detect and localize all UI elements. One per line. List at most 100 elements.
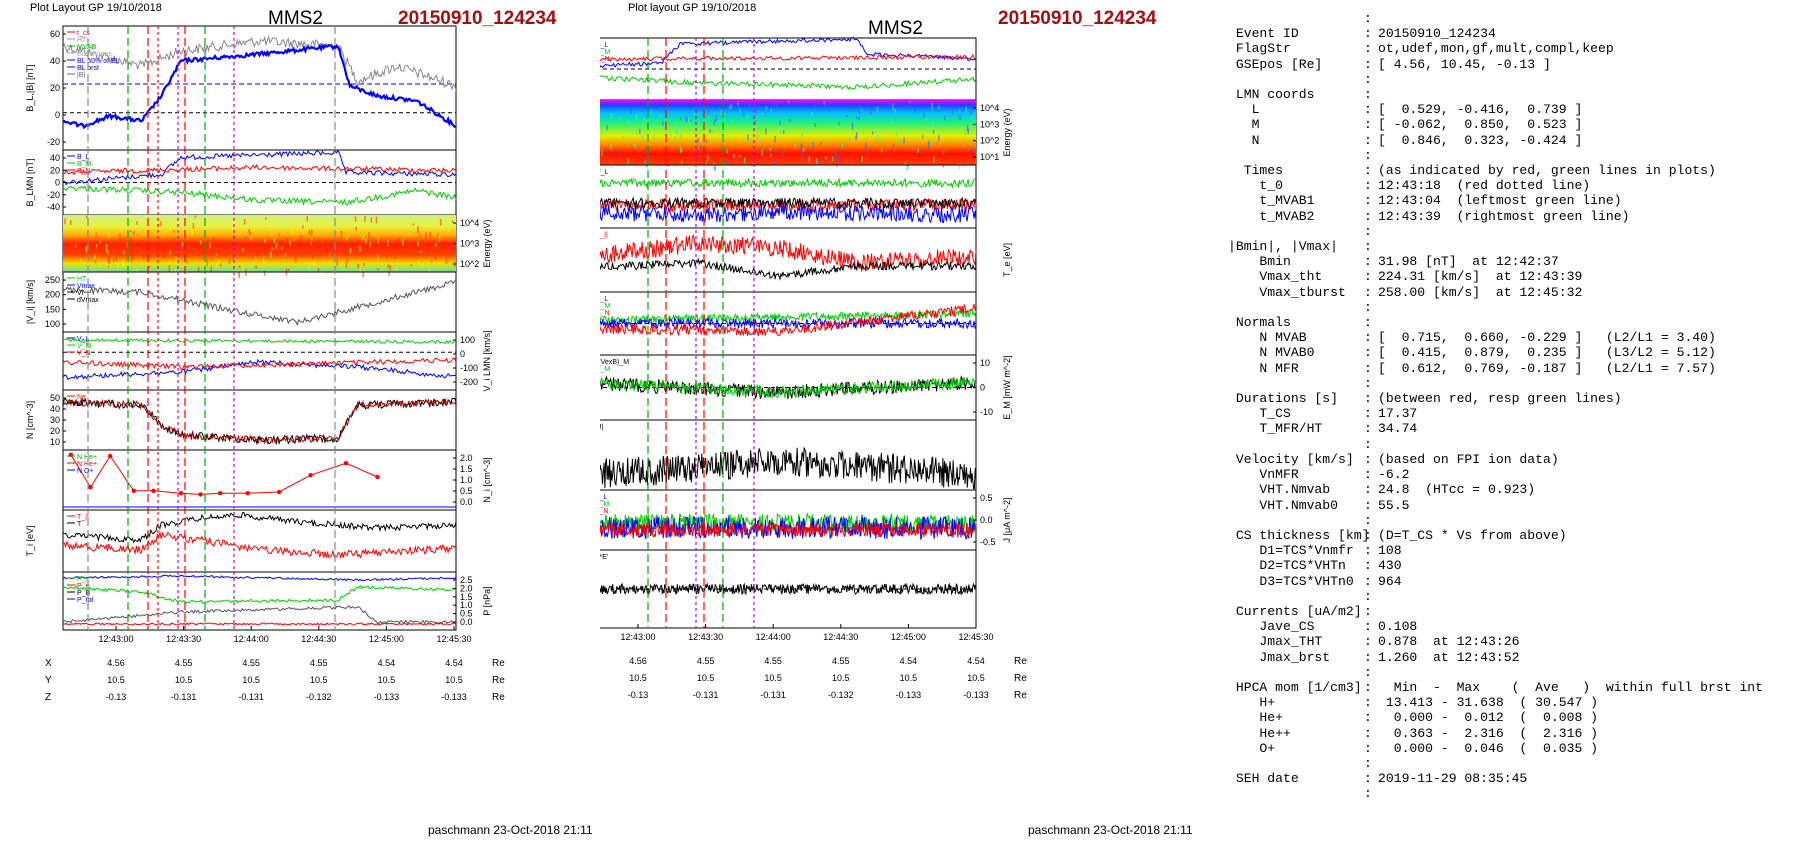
- spectrogram-speck: [123, 250, 125, 255]
- info-key: D3=TCS*VHTn0: [1228, 573, 1354, 589]
- info-key: |Bmin|, |Vmax|: [1228, 239, 1339, 255]
- spectrogram-speck: [876, 106, 879, 112]
- spectrogram-speck: [944, 115, 946, 121]
- spectrogram-speck: [387, 244, 389, 247]
- spectrogram-speck: [814, 104, 816, 109]
- spectrogram-speck: [172, 222, 174, 229]
- spectrogram-speck: [445, 258, 448, 265]
- spectrogram-speck: [891, 118, 893, 125]
- series-line: [62, 337, 457, 345]
- info-value: [ -0.062, 0.850, 0.523 ]: [1378, 117, 1583, 133]
- info-value: ot,udef,mon,gf,mult,compl,keep: [1378, 41, 1614, 57]
- y-tick-label: 10: [980, 358, 990, 368]
- spectrogram-speck: [387, 239, 389, 244]
- spectrogram-speck: [644, 160, 647, 166]
- position-value: -0.133: [963, 690, 989, 700]
- y-axis-label: T_e [eV]: [1002, 243, 1012, 277]
- info-colon: :: [1364, 315, 1372, 331]
- spectrogram-speck: [838, 121, 840, 126]
- spectrogram-speck: [673, 128, 676, 132]
- info-value: Min - Max ( Ave ) within full brst int: [1378, 679, 1764, 695]
- spectrogram-speck: [674, 135, 676, 143]
- spectrogram-speck: [243, 218, 246, 225]
- spectrogram-speck: [892, 103, 894, 110]
- spectrogram-speck: [606, 124, 608, 131]
- info-colon: :: [1364, 619, 1372, 635]
- spectrogram-speck: [346, 241, 348, 246]
- x-tick-label: 12:44:30: [823, 632, 858, 642]
- series-line: [62, 280, 457, 327]
- spectrogram-speck: [417, 226, 419, 234]
- info-key: HPCA mom [1/cm3]: [1228, 679, 1362, 695]
- y-axis-label: E_M [mW m^-2]: [1002, 355, 1012, 419]
- data-point: [131, 488, 136, 493]
- spectrogram-speck: [440, 220, 443, 224]
- spectrogram-speck: [113, 258, 115, 263]
- spectrogram-speck: [855, 135, 857, 141]
- spectrogram-speck: [923, 111, 925, 119]
- spectrogram-speck: [351, 216, 354, 221]
- position-unit: Re: [1014, 656, 1027, 667]
- spectrogram-speck: [971, 148, 974, 153]
- info-key: Jave_CS: [1228, 619, 1315, 635]
- spectrogram-speck: [713, 119, 716, 126]
- spectrogram-speck: [74, 243, 77, 248]
- spectrogram-speck: [94, 254, 96, 260]
- position-row-label: Y: [45, 675, 52, 686]
- info-key: T_MFR/HT: [1228, 421, 1323, 437]
- info-value: (between red, resp green lines): [1378, 391, 1622, 407]
- info-key: VnMFR: [1228, 467, 1299, 483]
- info-row: Velocity [km/s]: (based on FPI ion data): [1228, 452, 1763, 467]
- position-value: -0.133: [441, 692, 467, 702]
- info-colon: :: [1364, 740, 1372, 756]
- y-tick-label: 30: [50, 415, 60, 425]
- position-value: 10.5: [629, 673, 647, 683]
- spectrogram-speck: [180, 220, 183, 225]
- info-colon: :: [1364, 771, 1372, 787]
- position-value: -0.13: [106, 692, 127, 702]
- series-line: [600, 75, 977, 91]
- position-unit: Re: [492, 692, 505, 703]
- panel-2: 10^4 10^3 10^2 Energy (eV): [62, 214, 492, 279]
- spectrogram-speck: [715, 115, 718, 122]
- spectrogram-speck: [116, 253, 119, 256]
- info-colon: :: [1364, 360, 1372, 376]
- series-line: [600, 203, 977, 225]
- spectrogram-speck: [287, 268, 290, 271]
- y-tick-label: 10^3: [980, 119, 999, 129]
- spectrogram-speck: [808, 156, 811, 163]
- position-value: 10.5: [697, 673, 715, 683]
- spectrogram-speck: [419, 250, 422, 253]
- spectrogram-speck: [174, 268, 177, 273]
- spectrogram-speck: [265, 217, 267, 220]
- x-tick-label: 12:44:00: [756, 632, 791, 642]
- x-tick-label: 12:45:00: [891, 632, 926, 642]
- y-tick-label: 20: [50, 426, 60, 436]
- info-key: He++: [1228, 725, 1291, 741]
- info-value: [ 4.56, 10.45, -0.13 ]: [1378, 56, 1551, 72]
- info-row: Bmin:31.98 [nT] at 12:42:37: [1228, 254, 1763, 269]
- legend-entry: E_L: [600, 296, 609, 303]
- series-line: [600, 196, 977, 210]
- spectrogram-speck: [964, 130, 967, 135]
- spectrogram-speck: [970, 114, 973, 119]
- spectrogram-speck: [782, 130, 785, 135]
- data-point: [178, 491, 184, 496]
- info-key: M: [1228, 117, 1260, 133]
- spectrogram-speck: [131, 258, 133, 262]
- panel-1: 40 20 0 -20 -40 B_LMN [nT] B_LB_MB_N: [25, 149, 457, 216]
- legend-entry: B_L: [77, 154, 90, 161]
- x-tick-label: 12:45:30: [436, 634, 471, 644]
- spectrogram-speck: [255, 265, 257, 269]
- spectrogram-speck: [622, 135, 625, 139]
- spectrogram-speck: [359, 245, 361, 253]
- info-colon: :: [1364, 102, 1372, 118]
- panel-5: 10 0 -10 E_M [mW m^-2] -(VexB)_ME_M: [600, 354, 1012, 421]
- y-tick-label: 0.0: [460, 497, 473, 507]
- spectrogram-speck: [121, 259, 124, 266]
- info-value: 0.363 - 2.316 ( 2.316 ): [1378, 725, 1599, 741]
- y-tick-label: 40: [50, 56, 60, 66]
